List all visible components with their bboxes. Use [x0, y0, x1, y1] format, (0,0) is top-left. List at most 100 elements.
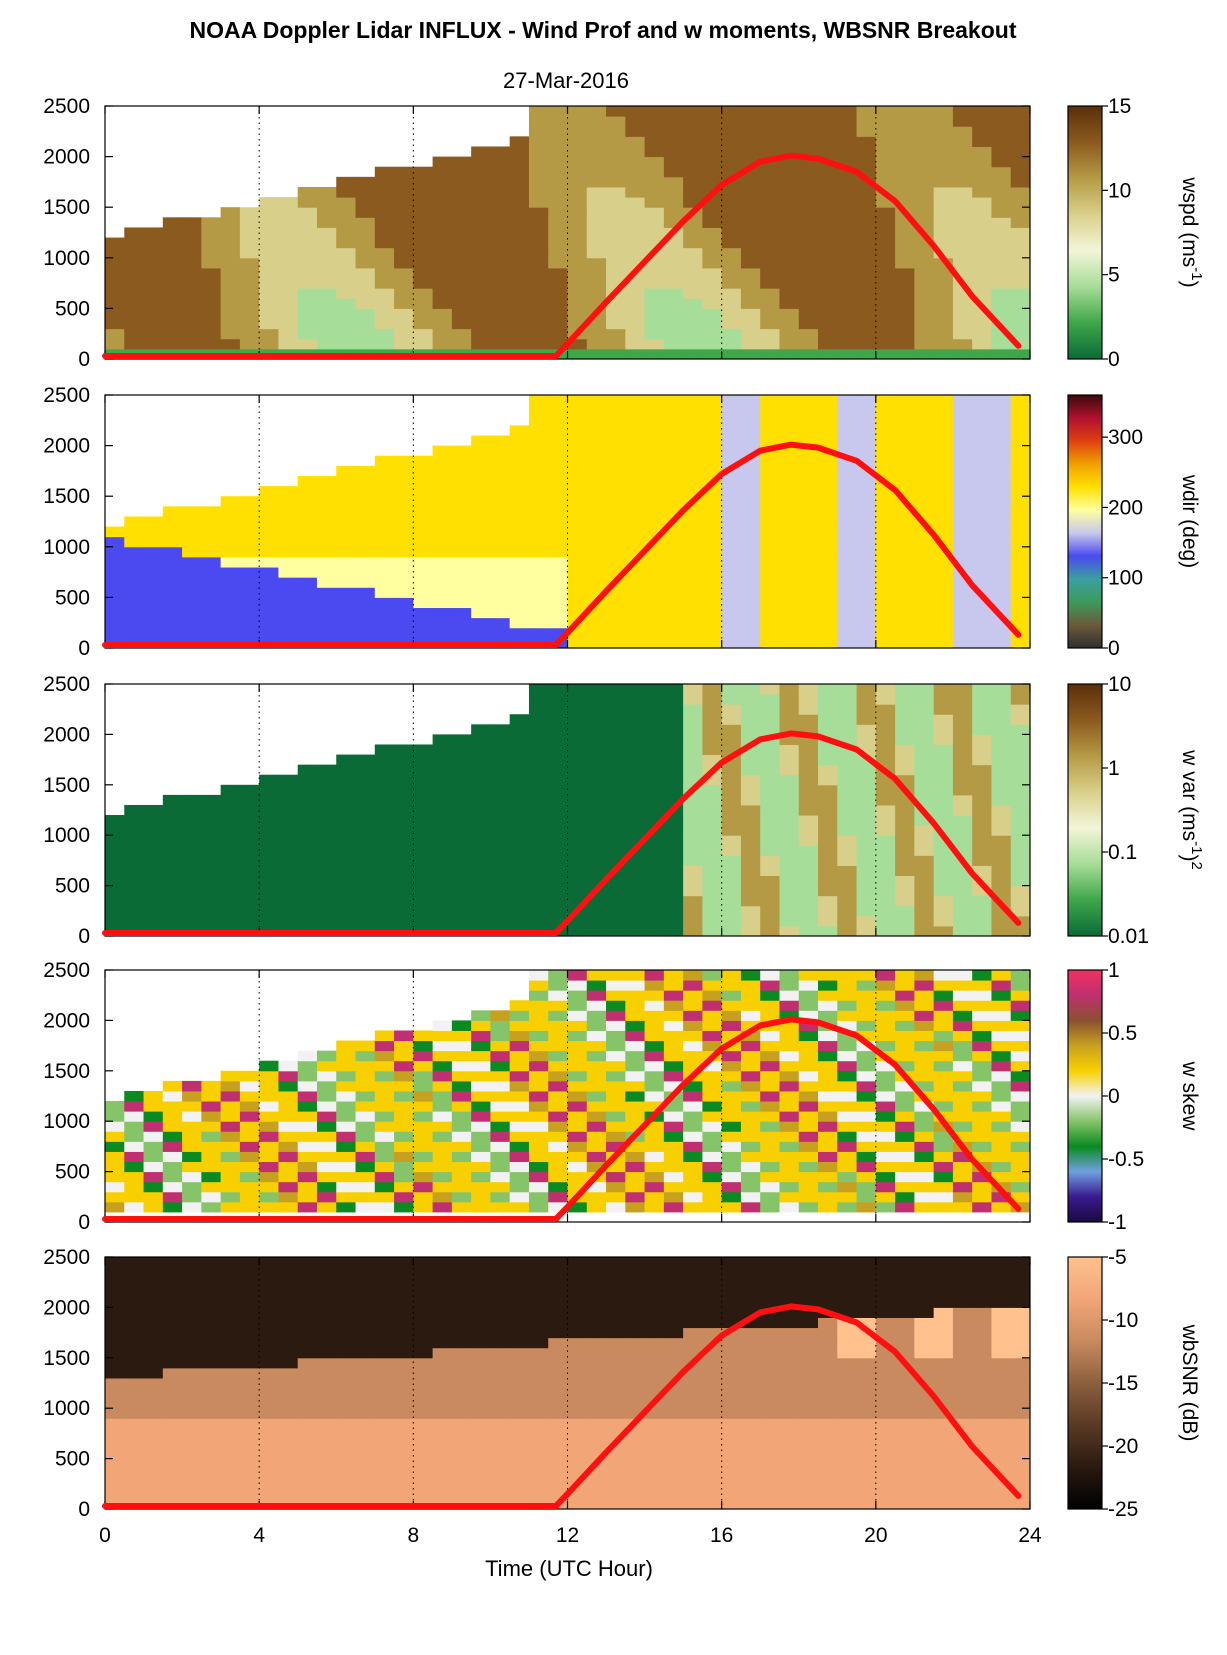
heatmap-cell [509, 1257, 530, 1268]
heatmap-cell [548, 136, 568, 147]
heatmap-cell [644, 607, 665, 619]
heatmap-cell [143, 1337, 164, 1349]
heatmap-cell [432, 1408, 453, 1419]
heatmap-cell [721, 617, 742, 629]
heatmap-cell [702, 825, 723, 836]
heatmap-cell [933, 754, 954, 766]
heatmap-cell [586, 516, 607, 528]
heatmap-cell [316, 298, 337, 309]
heatmap-cell [644, 744, 665, 756]
heatmap-cell [201, 1141, 222, 1152]
heatmap-cell [162, 1307, 183, 1318]
heatmap-cell [548, 1317, 568, 1329]
heatmap-cell [143, 1181, 164, 1193]
heatmap-cell [702, 126, 723, 137]
heatmap-cell [933, 338, 954, 350]
heatmap-cell [798, 247, 819, 259]
heatmap-cell [374, 875, 395, 887]
heatmap-cell [509, 1478, 530, 1490]
heatmap-cell [490, 1010, 511, 1021]
heatmap-cell [297, 257, 318, 269]
heatmap-cell [914, 990, 935, 1001]
heatmap-cell [182, 1267, 202, 1278]
heatmap-cell [471, 267, 491, 279]
heatmap-cell [740, 207, 761, 218]
heatmap-cell [278, 1488, 299, 1500]
heatmap-cell [914, 425, 935, 436]
heatmap-cell [644, 1388, 665, 1399]
heatmap-cell [625, 116, 646, 127]
heatmap-cell [239, 784, 260, 796]
heatmap-cell [895, 445, 915, 457]
heatmap-cell [259, 1337, 279, 1349]
heatmap-cell [548, 1161, 568, 1173]
heatmap-cell [297, 1101, 318, 1112]
heatmap-cell [278, 1377, 299, 1389]
heatmap-cell [914, 288, 935, 299]
heatmap-cell [528, 237, 549, 249]
heatmap-cell [413, 1201, 434, 1213]
heatmap-cell [471, 247, 491, 259]
heatmap-cell [683, 794, 703, 806]
heatmap-cell [702, 694, 723, 705]
heatmap-cell [490, 1337, 511, 1349]
heatmap-cell [432, 825, 453, 836]
heatmap-cell [201, 804, 222, 816]
heatmap-cell [413, 328, 434, 340]
heatmap-cell [278, 577, 299, 588]
heatmap-cell [933, 744, 954, 756]
heatmap-cell [143, 1257, 164, 1268]
heatmap-cell [451, 1367, 472, 1379]
y-tick-label: 1500 [43, 774, 90, 797]
heatmap-cell [798, 496, 819, 507]
heatmap-cell [952, 338, 973, 350]
heatmap-cell [721, 106, 742, 117]
heatmap-cell [355, 288, 376, 299]
heatmap-cell [471, 1080, 491, 1092]
heatmap-cell [394, 455, 414, 467]
heatmap-cell [471, 1050, 491, 1062]
heatmap-cell [914, 298, 935, 309]
heatmap-cell [528, 288, 549, 299]
heatmap-cell [451, 915, 472, 927]
heatmap-cell [528, 784, 549, 796]
heatmap-cell [779, 1060, 800, 1072]
heatmap-cell [509, 1377, 530, 1389]
heatmap-cell [837, 308, 858, 320]
heatmap-cell [528, 318, 549, 330]
heatmap-cell [162, 845, 183, 856]
heatmap-cell [528, 1468, 549, 1480]
heatmap-cell [548, 1257, 568, 1268]
heatmap-cell [567, 744, 588, 756]
heatmap-cell [374, 1438, 395, 1450]
heatmap-cell [471, 587, 491, 598]
heatmap-cell [432, 1327, 453, 1339]
heatmap-cell [952, 637, 973, 649]
heatmap-cell [663, 318, 684, 330]
heatmap-cell [606, 1191, 626, 1203]
heatmap-cell [952, 925, 973, 937]
heatmap-cell [124, 308, 145, 320]
heatmap-cell [644, 577, 665, 588]
heatmap-cell [413, 298, 434, 309]
heatmap-cell [952, 348, 973, 360]
heatmap-cell [856, 506, 877, 517]
heatmap-cell [702, 156, 723, 168]
heatmap-cell [779, 1191, 800, 1203]
heatmap-cell [818, 784, 838, 796]
heatmap-cell [760, 546, 780, 558]
heatmap-cell [606, 247, 626, 259]
heatmap-cell [162, 536, 183, 548]
heatmap-cell [837, 288, 858, 299]
heatmap-cell [625, 156, 646, 168]
heatmap-cell [1010, 724, 1031, 735]
heatmap-cell [798, 445, 819, 457]
heatmap-cell [875, 227, 896, 239]
heatmap-cell [316, 627, 337, 639]
heatmap-cell [432, 1388, 453, 1399]
heatmap-cell [933, 980, 954, 991]
heatmap-cell [914, 176, 935, 188]
y-tick-label: 2500 [43, 95, 90, 118]
heatmap-cell [259, 1377, 279, 1389]
heatmap-cell [528, 1131, 549, 1142]
